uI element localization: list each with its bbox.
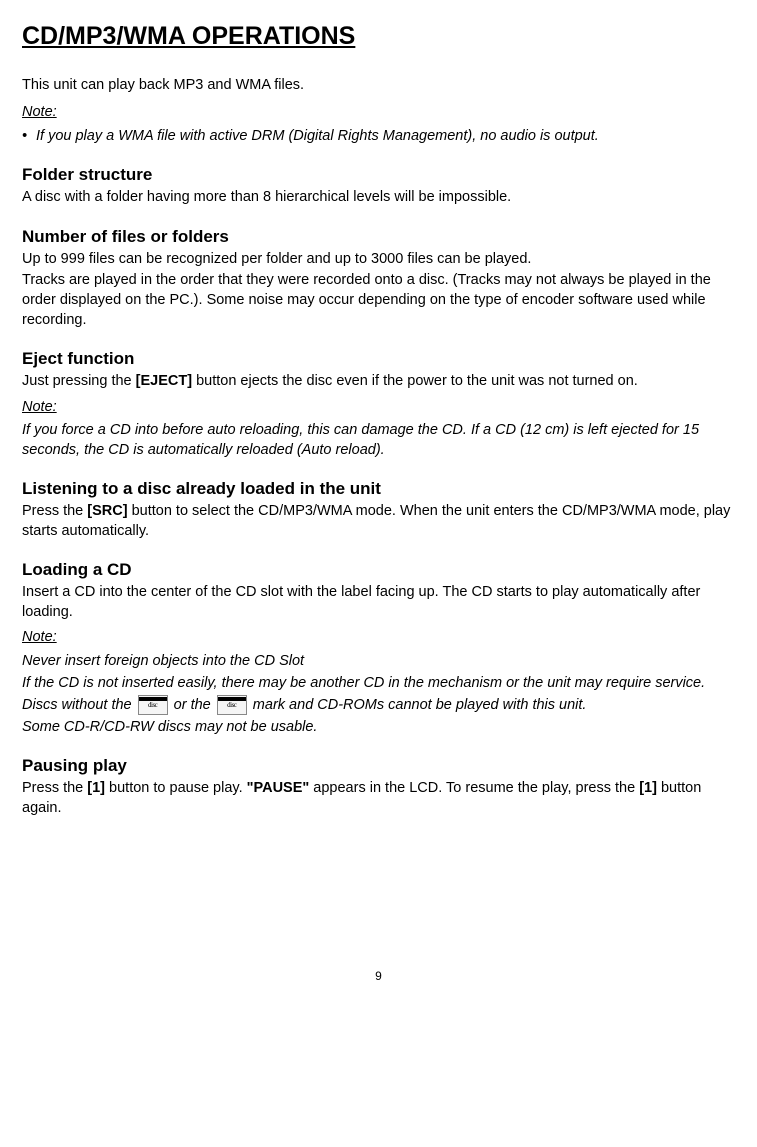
number-files-heading: Number of files or folders bbox=[22, 226, 735, 249]
pausing-b1: [1] bbox=[87, 780, 105, 796]
eject-post: button ejects the disc even if the power… bbox=[192, 373, 638, 389]
pausing-p2: button to pause play. bbox=[105, 780, 247, 796]
listening-heading: Listening to a disc already loaded in th… bbox=[22, 478, 735, 501]
intro-text: This unit can play back MP3 and WMA file… bbox=[22, 76, 735, 96]
pausing-b2: "PAUSE" bbox=[247, 780, 310, 796]
listening-post: button to select the CD/MP3/WMA mode. Wh… bbox=[22, 503, 730, 539]
eject-note-label: Note: bbox=[22, 398, 735, 418]
page-number: 9 bbox=[22, 968, 735, 984]
pausing-body: Press the [1] button to pause play. "PAU… bbox=[22, 779, 735, 818]
eject-pre: Just pressing the bbox=[22, 373, 136, 389]
pausing-heading: Pausing play bbox=[22, 755, 735, 778]
eject-body: Just pressing the [EJECT] button ejects … bbox=[22, 372, 735, 392]
note-label: Note: bbox=[22, 103, 735, 123]
top-note-text: If you play a WMA file with active DRM (… bbox=[36, 127, 599, 147]
loading-body: Insert a CD into the center of the CD sl… bbox=[22, 583, 735, 622]
loading-note4: Some CD-R/CD-RW discs may not be usable. bbox=[22, 718, 735, 738]
listening-body: Press the [SRC] button to select the CD/… bbox=[22, 502, 735, 541]
loading-note1: Never insert foreign objects into the CD… bbox=[22, 652, 735, 672]
folder-structure-body: A disc with a folder having more than 8 … bbox=[22, 188, 735, 208]
loading-note3b: or the bbox=[170, 697, 215, 713]
pausing-b3: [1] bbox=[639, 780, 657, 796]
top-note-bullet: • If you play a WMA file with active DRM… bbox=[22, 127, 735, 147]
page-title: CD/MP3/WMA OPERATIONS bbox=[22, 20, 735, 54]
cd-logo-icon bbox=[138, 695, 168, 715]
pausing-p3: appears in the LCD. To resume the play, … bbox=[309, 780, 639, 796]
eject-bold: [EJECT] bbox=[136, 373, 192, 389]
eject-note-text: If you force a CD into before auto reloa… bbox=[22, 421, 735, 460]
listening-bold: [SRC] bbox=[87, 503, 127, 519]
eject-heading: Eject function bbox=[22, 348, 735, 371]
bullet-icon: • bbox=[22, 127, 36, 147]
loading-note3: Discs without the or the mark and CD-ROM… bbox=[22, 695, 735, 715]
loading-note-label: Note: bbox=[22, 628, 735, 648]
cd-audio-logo-icon bbox=[217, 695, 247, 715]
pausing-p1: Press the bbox=[22, 780, 87, 796]
number-files-body1: Up to 999 files can be recognized per fo… bbox=[22, 250, 735, 270]
number-files-body2: Tracks are played in the order that they… bbox=[22, 271, 735, 330]
folder-structure-heading: Folder structure bbox=[22, 164, 735, 187]
loading-note3c: mark and CD-ROMs cannot be played with t… bbox=[249, 697, 587, 713]
loading-heading: Loading a CD bbox=[22, 559, 735, 582]
loading-note3a: Discs without the bbox=[22, 697, 136, 713]
listening-pre: Press the bbox=[22, 503, 87, 519]
loading-note2: If the CD is not inserted easily, there … bbox=[22, 674, 735, 694]
